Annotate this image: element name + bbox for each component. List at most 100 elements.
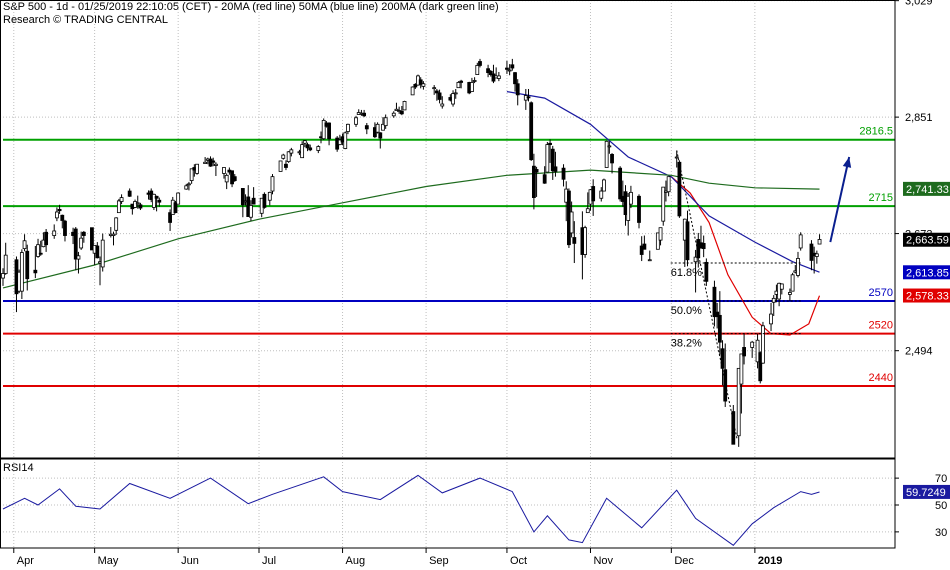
candle-body [3, 254, 8, 274]
candle-48 [189, 168, 194, 184]
candle-body [637, 195, 641, 223]
price-badge-3 [903, 288, 950, 303]
candle-39 [152, 193, 156, 211]
candle-155 [602, 178, 606, 192]
level-label-2: 2570 [869, 287, 893, 299]
candle-body [154, 195, 159, 199]
candle-185 [720, 340, 725, 386]
candle-body [410, 86, 415, 96]
candle-body [715, 311, 720, 318]
candle-body [456, 82, 461, 89]
candle-body [548, 142, 552, 145]
candle-body [661, 186, 666, 222]
level-label-0: 2816.5 [859, 126, 893, 138]
candle-40 [154, 195, 159, 212]
candle-170 [661, 186, 666, 226]
candle-body [761, 325, 765, 364]
candle-195 [769, 302, 773, 332]
candle-100 [391, 111, 396, 118]
price-badge-label-1: 2,663.59 [906, 235, 949, 247]
candle-body [327, 122, 331, 140]
candle-104 [402, 100, 407, 111]
candle-body [189, 168, 194, 181]
candle-body [402, 101, 407, 111]
candle-body [52, 230, 57, 236]
candle-77 [302, 140, 307, 148]
candle-7 [33, 246, 38, 279]
candle-body [723, 369, 728, 402]
candle-123 [478, 58, 482, 68]
candle-body [769, 313, 773, 325]
fib-label-2: 38.2% [671, 338, 702, 350]
candle-78 [305, 142, 310, 152]
rsi-title: RSI14 [3, 462, 34, 474]
x-tick-label-5: Sep [429, 555, 449, 567]
level-label-1: 2715 [869, 192, 893, 204]
candle-1 [3, 242, 8, 275]
candle-body [195, 163, 199, 174]
candle-136 [529, 101, 534, 161]
candle-body [76, 255, 81, 260]
candle-103 [399, 105, 404, 116]
candle-body [375, 123, 380, 133]
candle-117 [456, 81, 461, 89]
candle-174 [677, 160, 682, 218]
candle-body [440, 103, 445, 107]
candle-200 [788, 288, 792, 301]
candle-body [607, 145, 612, 148]
candle-110 [432, 85, 437, 95]
candle-29 [114, 217, 119, 235]
price-tick-label-1: 2,851 [905, 112, 933, 124]
candle-body [513, 72, 517, 85]
candle-88 [343, 131, 348, 150]
candle-body [736, 367, 741, 437]
candle-body [545, 144, 550, 173]
candle-body [1, 273, 5, 279]
candle-157 [607, 141, 612, 154]
candle-184 [717, 291, 722, 355]
candle-189 [739, 353, 744, 414]
candle-5 [22, 234, 27, 252]
candle-169 [658, 227, 663, 246]
candle-body [114, 217, 119, 231]
candle-172 [666, 176, 671, 197]
candle-97 [378, 132, 383, 149]
candle-body [809, 243, 814, 261]
candle-41 [157, 197, 162, 207]
candle-98 [381, 117, 385, 131]
candle-44 [173, 200, 178, 214]
rsi-tick-label-0: 70 [935, 473, 947, 485]
candle-body [610, 154, 614, 164]
rsi-panel-frame [0, 458, 896, 549]
candle-body [599, 190, 604, 199]
candle-187 [731, 405, 736, 445]
candle-body [626, 195, 631, 221]
candle-72 [284, 160, 288, 171]
candle-89 [346, 123, 350, 135]
candle-162 [626, 193, 631, 236]
candle-body [739, 353, 744, 385]
candle-body [453, 92, 458, 95]
fib-label-1: 50.0% [671, 305, 702, 317]
candle-body [470, 82, 474, 93]
candle-body [639, 245, 644, 255]
candle-body [278, 160, 283, 172]
candle-body [394, 108, 399, 111]
candle-176 [685, 210, 690, 267]
candle-115 [451, 90, 455, 107]
candle-body [693, 256, 698, 263]
candle-131 [510, 58, 515, 71]
x-tick-label-7: Nov [593, 555, 613, 567]
candle-body [604, 140, 609, 168]
candle-125 [488, 70, 493, 77]
ma-line-1 [506, 91, 820, 273]
candle-body [305, 144, 310, 149]
candle-body [90, 227, 94, 251]
candle-64 [249, 200, 253, 222]
candle-body [381, 123, 385, 131]
candle-body [459, 80, 464, 83]
price-tick-label-0: 3,029 [905, 0, 933, 8]
candle-208 [817, 234, 822, 245]
candle-body [391, 112, 396, 117]
candle-121 [472, 77, 477, 84]
